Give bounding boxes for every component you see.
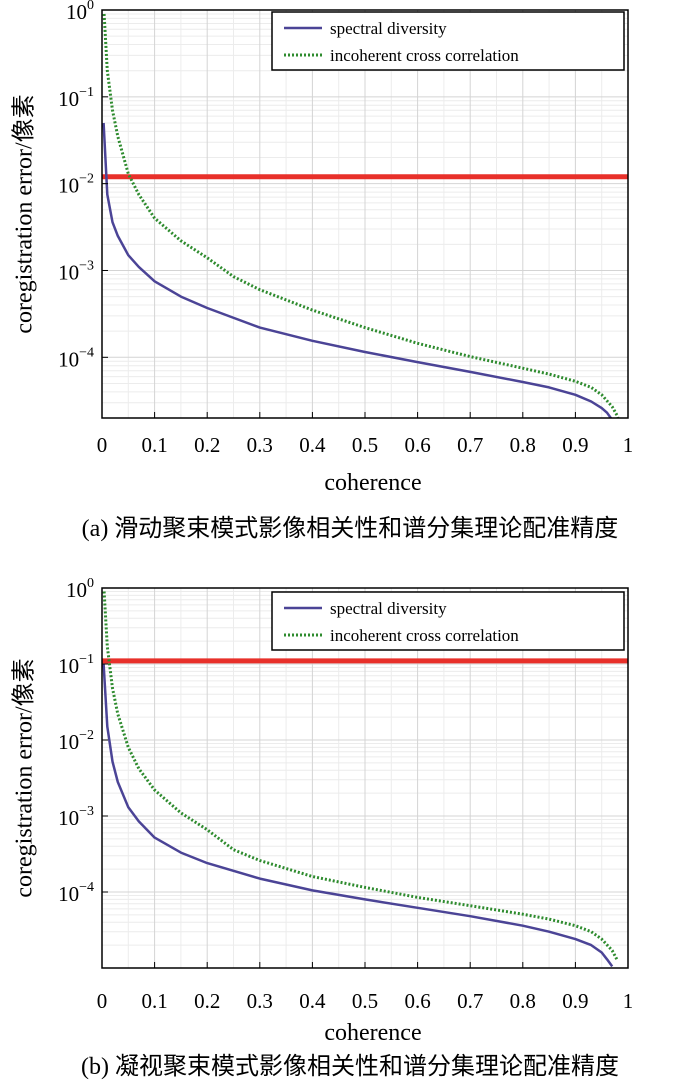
- x-tick-label: 0.7: [457, 989, 483, 1013]
- y-axis-label: coregistration error/像素: [11, 94, 38, 333]
- x-tick-label: 1: [623, 433, 634, 457]
- y-tick-label: 10−3: [58, 804, 94, 830]
- y-tick-label: 10−4: [58, 345, 94, 371]
- x-tick-label: 0.9: [562, 989, 588, 1013]
- x-tick-label: 0: [97, 433, 108, 457]
- y-tick-label: 10−1: [58, 652, 94, 678]
- y-tick-label: 10−2: [58, 172, 94, 198]
- y-tick-label: 100: [66, 0, 94, 24]
- x-tick-label: 0.7: [457, 433, 483, 457]
- x-tick-label: 0.9: [562, 433, 588, 457]
- legend-label: spectral diversity: [330, 599, 447, 618]
- x-tick-label: 0.5: [352, 989, 378, 1013]
- x-tick-label: 0.3: [247, 989, 273, 1013]
- legend: spectral diversity incoherent cross corre…: [271, 591, 625, 651]
- figure-caption: (a) 滑动聚束模式影像相关性和谱分集理论配准精度: [82, 515, 619, 542]
- y-tick-label: 100: [66, 576, 94, 602]
- series-line-spectral-diversity: [102, 663, 614, 968]
- x-tick-label: 0.3: [247, 433, 273, 457]
- legend-label: incoherent cross correlation: [330, 626, 519, 645]
- legend-label: incoherent cross correlation: [330, 46, 519, 65]
- x-tick-label: 0.8: [510, 989, 536, 1013]
- legend-label: spectral diversity: [330, 19, 447, 38]
- y-axis-label: coregistration error/像素: [11, 658, 38, 897]
- legend-box: [271, 11, 625, 71]
- chart-panel-b: 0 0.1 0.2 0.3 0.4 0.5 0.6 0.7 0.8 0.9 1 100 10−1 10−2…: [11, 576, 634, 1080]
- legend: spectral diversity incoherent cross corre…: [271, 11, 625, 71]
- x-tick-label: 0.6: [404, 989, 430, 1013]
- y-tick-label: 10−2: [58, 728, 94, 754]
- x-tick-label: 0.4: [299, 433, 326, 457]
- x-tick-label: 1: [623, 989, 634, 1013]
- legend-box: [271, 591, 625, 651]
- x-tick-label: 0.1: [141, 989, 167, 1013]
- x-axis-label: coherence: [324, 470, 421, 496]
- series-line-incoherent-cross-correlation: [102, 591, 619, 962]
- x-tick-label: 0.8: [510, 433, 536, 457]
- x-tick-label: 0.6: [404, 433, 430, 457]
- x-tick-label: 0: [97, 989, 108, 1013]
- series-line-spectral-diversity: [102, 122, 613, 418]
- y-tick-label: 10−4: [58, 880, 94, 906]
- x-tick-label: 0.4: [299, 989, 326, 1013]
- y-tick-label: 10−1: [58, 85, 94, 111]
- grid: [101, 9, 629, 418]
- series-line-incoherent-cross-correlation: [102, 13, 620, 418]
- x-tick-label: 0.2: [194, 433, 220, 457]
- x-tick-label: 0.1: [141, 433, 167, 457]
- x-tick-label: 0.2: [194, 989, 220, 1013]
- x-axis-label: coherence: [324, 1020, 421, 1046]
- figure-caption: (b) 凝视聚束模式影像相关性和谱分集理论配准精度: [81, 1053, 619, 1080]
- y-tick-label: 10−3: [58, 258, 94, 284]
- chart-panel-a: 0 0.1 0.2 0.3 0.4 0.5 0.6 0.7 0.8 0.9 1 100 10−1 10−2…: [11, 0, 634, 542]
- x-tick-label: 0.5: [352, 433, 378, 457]
